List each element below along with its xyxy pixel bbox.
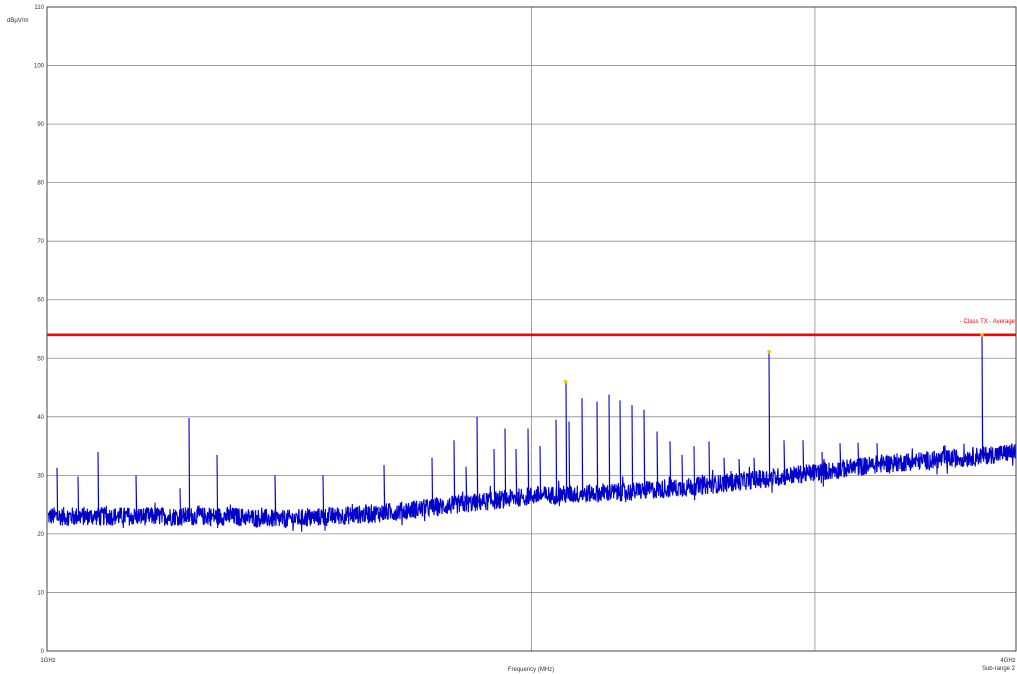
sub-range-label: Sub-range 2 [982,666,1016,672]
y-tick-label: 30 [37,473,44,479]
series-group [47,334,1017,532]
y-axis-label: dBµV/m [7,18,28,24]
peak-marker [979,332,984,337]
y-tick-label: 90 [37,122,44,128]
y-tick-label: 0 [41,649,45,655]
y-tick-label: 100 [34,64,45,70]
peak-marker [563,379,568,384]
peak-marker [767,349,772,354]
y-tick-label: 70 [37,239,44,245]
plot-border [46,6,1017,652]
x-tick-label-end: 4GHz [1000,658,1015,664]
y-tick-label: 10 [37,590,44,596]
peak-markers [563,332,984,384]
y-tick-label: 110 [34,5,44,11]
measurement-trace [47,334,1017,532]
y-tick-label: 20 [37,532,44,538]
y-tick-label: 50 [37,356,44,362]
y-tick-label: 40 [37,415,44,421]
grid-lines [46,6,1017,652]
y-tick-label: 80 [37,181,44,187]
x-tick-label-start: 1GHz [40,658,55,664]
x-axis-label: Frequency (MHz) [508,667,554,673]
limit-line-label: - Class TX - Average [960,319,1016,325]
y-tick-labels: 0 10 20 30 40 50 60 70 80 90 100 110 [34,5,45,655]
y-tick-label: 60 [37,298,44,304]
